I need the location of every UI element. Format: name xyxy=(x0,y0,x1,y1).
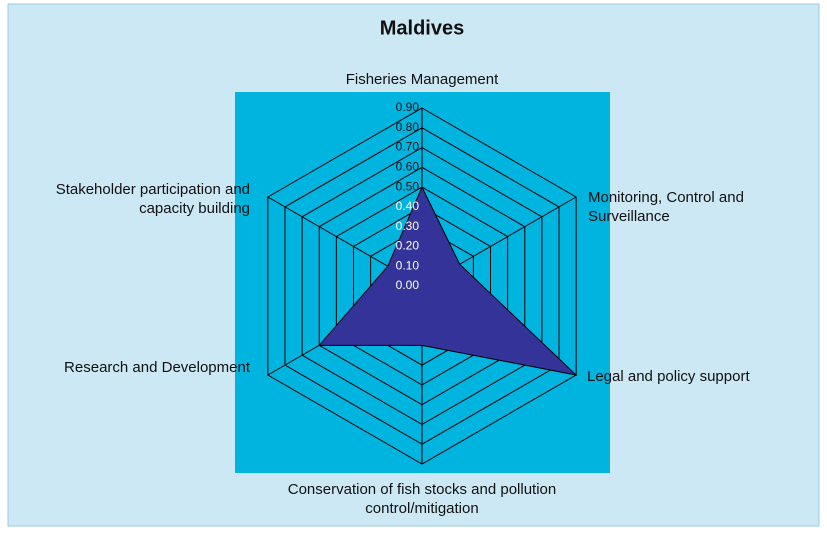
axis-label: Stakeholder participation and capacity b… xyxy=(55,181,250,217)
y-tick-label: 0.90 xyxy=(396,100,420,114)
axis-label: Fisheries Management xyxy=(345,71,499,88)
y-tick-label: 0.80 xyxy=(396,120,420,134)
y-tick-label: 0.00 xyxy=(396,278,420,292)
y-tick-label: 0.10 xyxy=(396,258,420,272)
y-tick-label: 0.50 xyxy=(396,179,420,193)
y-tick-label: 0.30 xyxy=(396,219,420,233)
axis-label: Conservation of fish stocks and pollutio… xyxy=(287,481,557,517)
chart-title: Maldives xyxy=(380,17,464,39)
radar-area xyxy=(318,185,578,376)
y-tick-label: 0.60 xyxy=(396,160,420,174)
y-tick-label: 0.70 xyxy=(396,140,420,154)
y-tick-label: 0.20 xyxy=(396,239,420,253)
axis-label: Legal and policy support xyxy=(587,368,750,385)
axis-label: Monitoring, Control and Surveillance xyxy=(588,189,744,225)
axis-label: Research and Development xyxy=(64,359,250,376)
y-tick-label: 0.40 xyxy=(396,199,420,213)
